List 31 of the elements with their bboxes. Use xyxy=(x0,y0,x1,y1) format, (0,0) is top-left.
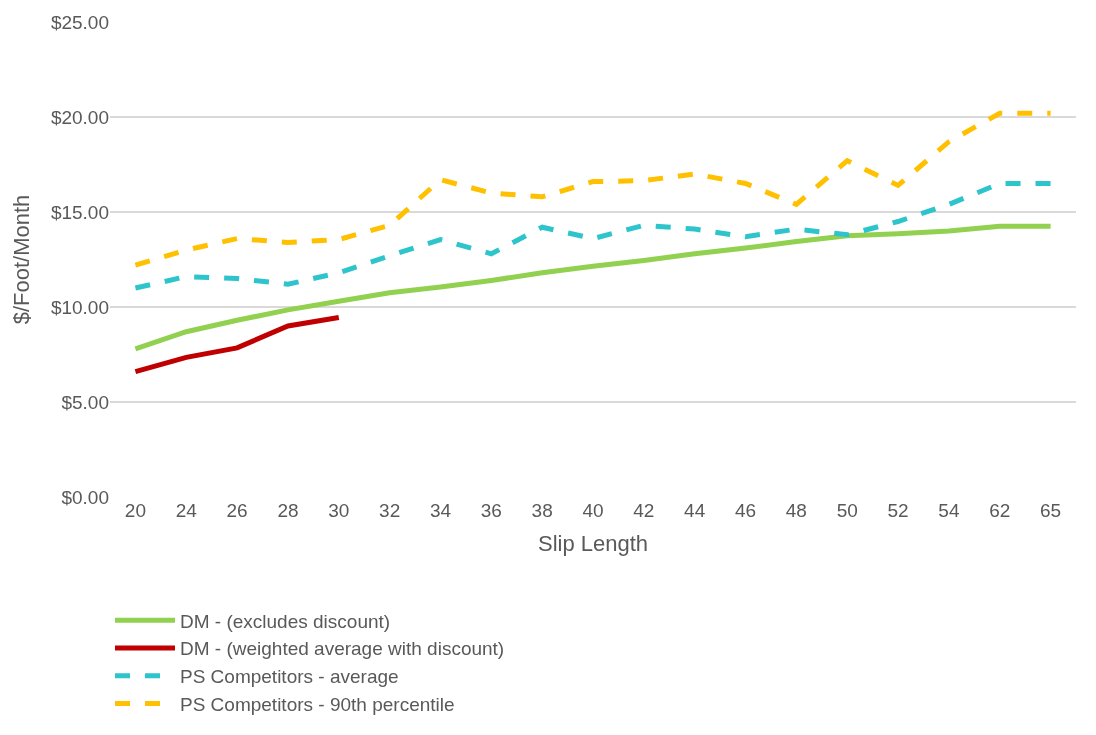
y-tick-label: $10.00 xyxy=(50,296,109,318)
legend-label: PS Competitors - average xyxy=(180,666,399,688)
x-tick-label: 20 xyxy=(124,500,146,521)
x-tick-label: 24 xyxy=(175,500,198,521)
x-tick-label: 30 xyxy=(328,500,350,521)
x-tick-label: 50 xyxy=(836,500,858,521)
x-tick-label: 65 xyxy=(1040,500,1062,521)
x-tick-label: 54 xyxy=(938,500,960,521)
x-tick-label: 46 xyxy=(734,500,757,521)
y-tick-label: $0.00 xyxy=(61,486,109,508)
y-tick-label: $20.00 xyxy=(50,106,109,128)
y-tick-label: $25.00 xyxy=(50,11,109,33)
x-tick-label: 42 xyxy=(633,500,655,521)
legend-label: DM - (weighted average with discount) xyxy=(180,638,505,660)
x-axis-title: Slip Length xyxy=(537,530,649,556)
y-tick-label: $15.00 xyxy=(50,201,109,223)
x-tick-label: 26 xyxy=(226,500,248,521)
x-tick-label: 48 xyxy=(785,500,807,521)
x-tick-label: 32 xyxy=(379,500,401,521)
x-tick-label: 52 xyxy=(887,500,909,521)
legend-label: DM - (excludes discount) xyxy=(180,610,391,632)
x-tick-label: 28 xyxy=(277,500,299,521)
x-tick-label: 36 xyxy=(480,500,502,521)
x-tick-label: 34 xyxy=(429,500,452,521)
y-axis-title: $/Foot/Month xyxy=(8,194,34,325)
x-tick-label: 38 xyxy=(531,500,553,521)
x-tick-label: 40 xyxy=(582,500,604,521)
y-tick-label: $5.00 xyxy=(61,391,109,413)
x-tick-label: 62 xyxy=(989,500,1011,521)
x-tick-label: 44 xyxy=(684,500,706,521)
legend-label: PS Competitors - 90th percentile xyxy=(180,693,455,715)
